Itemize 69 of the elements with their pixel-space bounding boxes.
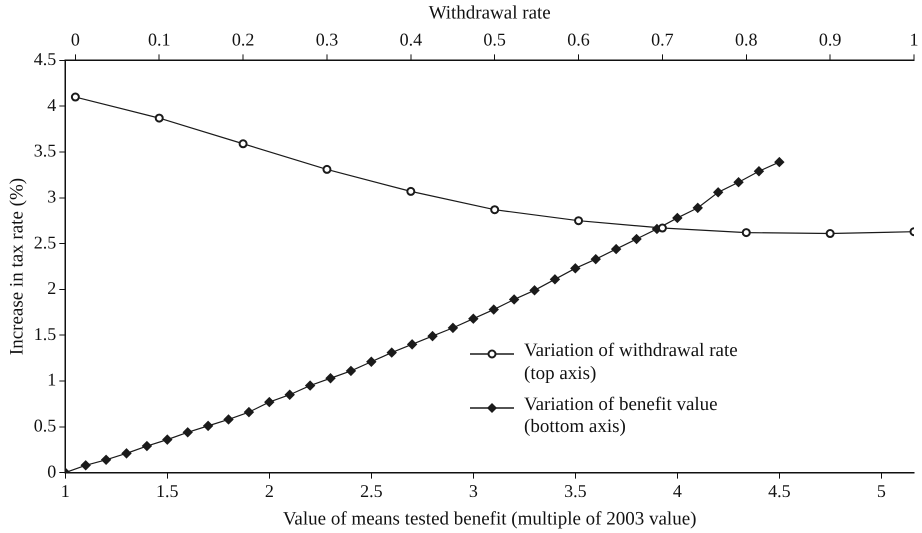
- point: [632, 234, 642, 244]
- point: [366, 356, 376, 367]
- x-tick-label: 1.5: [156, 481, 179, 502]
- point: [754, 166, 764, 176]
- x-tick-label: 4: [672, 481, 682, 502]
- y-tick-label: 3.5: [34, 140, 56, 161]
- point: [590, 254, 601, 264]
- point: [244, 407, 254, 418]
- point: [509, 294, 520, 304]
- legend-label: Variation of benefit value (bottom axis): [524, 394, 719, 440]
- point: [734, 177, 744, 188]
- point: [692, 202, 703, 213]
- point: [346, 366, 356, 376]
- point: [774, 157, 784, 168]
- x2-tick-label: 0: [70, 29, 80, 50]
- y-tick-label: 3: [47, 186, 56, 207]
- point: [672, 212, 682, 223]
- x2-tick-label: 0.2: [232, 29, 254, 50]
- point: [326, 373, 336, 384]
- x-tick-label: 5: [876, 481, 886, 502]
- x2-tick-label: 1: [910, 29, 918, 50]
- point: [182, 427, 193, 438]
- point: [468, 314, 478, 324]
- point: [122, 448, 132, 458]
- x-tick-label: 3.5: [564, 481, 587, 502]
- point: [224, 414, 234, 424]
- point: [448, 322, 458, 333]
- x2-tick-label: 0.8: [735, 29, 758, 50]
- point: [80, 460, 91, 470]
- point: [162, 434, 172, 445]
- point: [530, 285, 540, 296]
- point: [407, 339, 418, 350]
- x2-tick-label: 0.5: [483, 29, 506, 50]
- point: [570, 263, 580, 274]
- x2-tick-label: 0.7: [651, 29, 674, 50]
- y-tick-label: 1: [47, 370, 56, 390]
- y-tick-label: 4.5: [34, 49, 56, 70]
- y-tick-label: 4: [47, 94, 56, 115]
- point: [550, 274, 560, 284]
- y-tick-label: 0.5: [34, 416, 56, 436]
- x-axis-title: Value of means tested benefit (multiple of 2003 value): [282, 508, 696, 530]
- point: [142, 441, 152, 452]
- point: [305, 380, 316, 391]
- y-axis-title: Increase in tax rate (%): [6, 178, 28, 356]
- point: [203, 420, 214, 431]
- x2-tick-label: 0.3: [316, 29, 338, 50]
- y-tick-label: 2: [47, 278, 56, 298]
- x2-tick-label: 0.1: [148, 29, 170, 50]
- y-tick-label: 1.5: [34, 324, 56, 344]
- x2-tick-label: 0.4: [400, 29, 422, 50]
- point: [386, 348, 397, 358]
- x-tick-label: 3: [468, 481, 478, 502]
- x-tick-label: 2.5: [360, 481, 383, 502]
- point: [611, 244, 622, 254]
- x-tick-label: 4.5: [768, 481, 791, 502]
- x2-tick-label: 0.6: [567, 29, 590, 50]
- point: [264, 397, 274, 408]
- point: [488, 304, 499, 315]
- point: [101, 454, 112, 465]
- x-tick-label: 2: [264, 481, 274, 502]
- point: [713, 187, 724, 198]
- legend-label: Variation of withdrawal rate (top axis): [524, 340, 739, 386]
- x2-axis-title: Withdrawal rate: [428, 2, 551, 24]
- point: [428, 331, 438, 342]
- point: [284, 390, 295, 400]
- y-tick-label: 0: [47, 461, 56, 482]
- x2-tick-label: 0.9: [818, 29, 842, 50]
- x-tick-label: 1: [60, 481, 70, 502]
- y-tick-label: 2.5: [34, 232, 56, 252]
